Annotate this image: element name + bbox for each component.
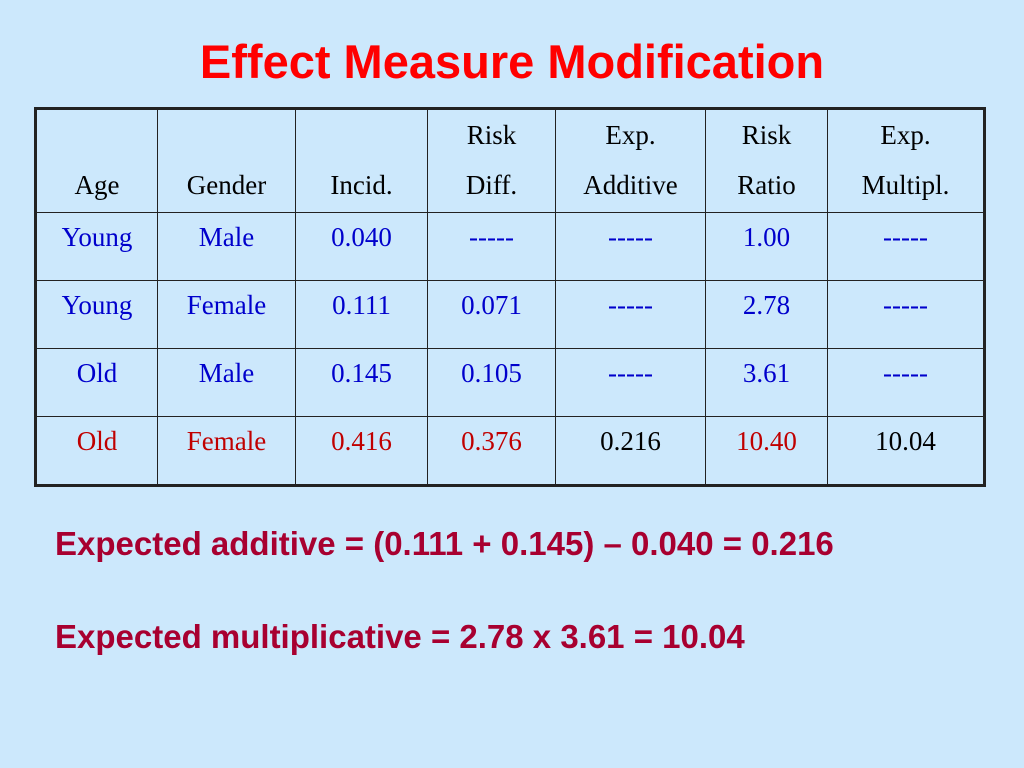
cell-exp-additive: 0.216 [555, 416, 706, 486]
cell-incid: 0.111 [295, 280, 428, 349]
header-incidence: Incid. [295, 108, 428, 213]
cell-exp-multipl: 10.04 [827, 416, 985, 486]
cell-risk-diff: ----- [427, 212, 556, 281]
cell-age: Old [35, 348, 158, 417]
cell-exp-additive: ----- [555, 348, 706, 417]
cell-gender: Female [157, 416, 296, 486]
table-row: Young Female 0.111 0.071 ----- 2.78 ----… [35, 280, 985, 349]
table-row-highlight: Old Female 0.416 0.376 0.216 10.40 10.04 [35, 416, 985, 486]
cell-incid: 0.145 [295, 348, 428, 417]
slide-title: Effect Measure Modification [199, 35, 825, 88]
header-age: Age [35, 108, 158, 213]
table-row: Young Male 0.040 ----- ----- 1.00 ----- [35, 212, 985, 281]
cell-age: Young [35, 280, 158, 349]
cell-exp-multipl: ----- [827, 280, 985, 349]
table-header-row: Age Gender Incid. Risk Diff. Exp. Additive… [35, 108, 985, 213]
cell-exp-additive: ----- [555, 280, 706, 349]
cell-risk-diff: 0.105 [427, 348, 556, 417]
cell-risk-ratio: 1.00 [705, 212, 828, 281]
header-gender: Gender [157, 108, 296, 213]
header-exp-multipl: Exp. Multipl. [827, 108, 985, 213]
cell-exp-multipl: ----- [827, 348, 985, 417]
expected-multiplicative-note: Expected multiplicative = 2.78 x 3.61 = … [55, 618, 745, 655]
cell-incid: 0.040 [295, 212, 428, 281]
cell-risk-ratio: 2.78 [705, 280, 828, 349]
cell-gender: Female [157, 280, 296, 349]
effect-measure-table: Age Gender Incid. Risk Diff. Exp. Additive… [34, 107, 986, 487]
cell-incid: 0.416 [295, 416, 428, 486]
cell-gender: Male [157, 212, 296, 281]
cell-risk-ratio: 10.40 [705, 416, 828, 486]
cell-age: Young [35, 212, 158, 281]
cell-risk-ratio: 3.61 [705, 348, 828, 417]
cell-exp-multipl: ----- [827, 212, 985, 281]
cell-risk-diff: 0.376 [427, 416, 556, 486]
table-row: Old Male 0.145 0.105 ----- 3.61 ----- [35, 348, 985, 417]
header-risk-ratio: Risk Ratio [705, 108, 828, 213]
cell-exp-additive: ----- [555, 212, 706, 281]
cell-age: Old [35, 416, 158, 486]
cell-gender: Male [157, 348, 296, 417]
cell-risk-diff: 0.071 [427, 280, 556, 349]
header-risk-diff: Risk Diff. [427, 108, 556, 213]
expected-additive-note: Expected additive = (0.111 + 0.145) – 0.… [55, 525, 834, 562]
header-exp-additive: Exp. Additive [555, 108, 706, 213]
